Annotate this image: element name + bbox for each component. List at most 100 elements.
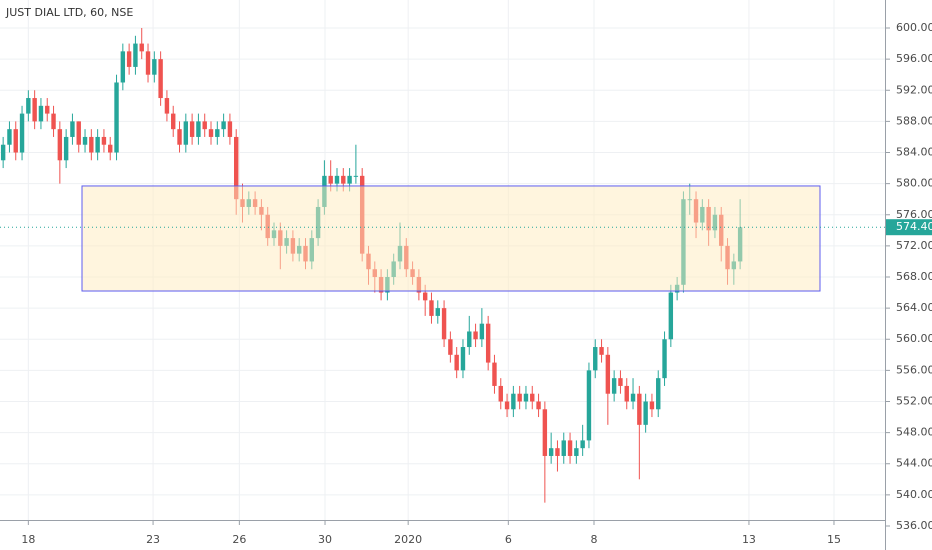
candle-body bbox=[574, 448, 579, 456]
candle-body bbox=[234, 136, 239, 200]
x-tick-label: 8 bbox=[590, 533, 597, 546]
candle-body bbox=[101, 136, 107, 145]
candle-body bbox=[328, 175, 333, 184]
candle-body bbox=[448, 339, 453, 355]
candle-body bbox=[643, 401, 648, 425]
candle-body bbox=[114, 82, 119, 153]
candle-body bbox=[70, 121, 75, 137]
candle-body bbox=[511, 393, 516, 410]
y-tick-label: 576.00 bbox=[896, 208, 932, 221]
candle-body bbox=[630, 393, 636, 402]
y-tick-label: 600.00 bbox=[896, 21, 932, 34]
candle-body bbox=[662, 339, 667, 379]
candle-body bbox=[454, 354, 459, 371]
candle-body bbox=[126, 51, 132, 67]
candle-body bbox=[51, 113, 56, 130]
x-tick-label: 23 bbox=[146, 533, 160, 546]
candle-body bbox=[536, 401, 541, 410]
candle-body bbox=[504, 401, 510, 410]
x-tick-label: 18 bbox=[21, 533, 35, 546]
candle-body bbox=[467, 331, 472, 348]
y-tick-label: 588.00 bbox=[896, 114, 932, 127]
candle-body bbox=[45, 105, 50, 114]
candle-body bbox=[89, 136, 94, 153]
candle-body bbox=[32, 98, 37, 122]
candle-body bbox=[7, 129, 12, 145]
x-tick-label: 26 bbox=[232, 533, 246, 546]
candle-body bbox=[202, 121, 207, 130]
y-tick-label: 584.00 bbox=[896, 146, 932, 159]
candle-body bbox=[485, 323, 491, 363]
candle-body bbox=[347, 175, 352, 184]
candle-body bbox=[611, 378, 617, 394]
x-tick-label: 30 bbox=[318, 533, 332, 546]
candle-body bbox=[0, 144, 6, 161]
candle-body bbox=[145, 51, 151, 75]
candle-body bbox=[26, 98, 31, 114]
candle-body bbox=[624, 385, 629, 402]
candle-body bbox=[139, 43, 144, 52]
candle-body bbox=[517, 393, 522, 402]
candle-body bbox=[599, 347, 604, 355]
candle-body bbox=[221, 121, 226, 130]
candle-body bbox=[561, 440, 566, 456]
candle-body bbox=[227, 121, 233, 137]
candle-body bbox=[108, 144, 113, 153]
candle-body bbox=[429, 300, 434, 316]
candle-body bbox=[555, 448, 560, 456]
candle-body bbox=[353, 175, 359, 177]
candle-body bbox=[215, 129, 220, 137]
y-tick-label: 596.00 bbox=[896, 52, 932, 65]
candle-body bbox=[19, 113, 25, 153]
candle-body bbox=[183, 121, 189, 145]
candle-body bbox=[605, 354, 611, 394]
candle-body bbox=[171, 113, 176, 130]
overlay bbox=[0, 185, 885, 292]
y-tick-label: 536.00 bbox=[896, 519, 932, 532]
candle-body bbox=[208, 129, 214, 137]
candle-body bbox=[618, 378, 623, 386]
candle-body bbox=[542, 409, 548, 456]
x-tick-label: 6 bbox=[505, 533, 512, 546]
candle-body bbox=[164, 98, 170, 114]
y-tick-label: 552.00 bbox=[896, 394, 932, 407]
zone-box bbox=[81, 185, 821, 292]
y-tick-label: 560.00 bbox=[896, 332, 932, 345]
candle-body bbox=[95, 136, 100, 153]
candle-body bbox=[120, 51, 126, 83]
y-tick-label: 568.00 bbox=[896, 270, 932, 283]
y-tick-label: 540.00 bbox=[896, 488, 932, 501]
chart-title: JUST DIAL LTD, 60, NSE bbox=[5, 6, 133, 19]
candle-body bbox=[530, 393, 535, 402]
candle-body bbox=[57, 129, 63, 161]
candle-body bbox=[479, 323, 485, 340]
candle-body bbox=[656, 378, 661, 410]
candle-body bbox=[668, 292, 674, 340]
candle-body bbox=[158, 59, 163, 99]
candle-body bbox=[63, 136, 69, 161]
y-tick-label: 548.00 bbox=[896, 426, 932, 439]
candle-body bbox=[189, 121, 195, 137]
candle-body bbox=[341, 175, 346, 184]
candle-body bbox=[567, 440, 573, 456]
candle-body bbox=[196, 121, 201, 137]
y-tick-label: 544.00 bbox=[896, 457, 932, 470]
x-tick-label: 13 bbox=[742, 533, 756, 546]
candle-body bbox=[133, 43, 138, 67]
candle-body bbox=[38, 105, 44, 122]
candle-body bbox=[422, 292, 428, 301]
candle-body bbox=[441, 308, 447, 340]
candle-body bbox=[76, 121, 81, 145]
axes: 536.00 540.00 544.00 548.00 552.00 556.00 560.… bbox=[21, 21, 932, 546]
candle-body bbox=[473, 331, 478, 340]
last-price-label: 574.40 bbox=[896, 220, 932, 233]
candle-body bbox=[649, 401, 655, 410]
y-tick-label: 572.00 bbox=[896, 239, 932, 252]
y-tick-label: 556.00 bbox=[896, 363, 932, 376]
candle-body bbox=[523, 393, 529, 402]
candle-body bbox=[492, 362, 497, 386]
candle-body bbox=[586, 370, 592, 441]
candle-body bbox=[152, 59, 157, 75]
candle-body bbox=[637, 393, 642, 425]
